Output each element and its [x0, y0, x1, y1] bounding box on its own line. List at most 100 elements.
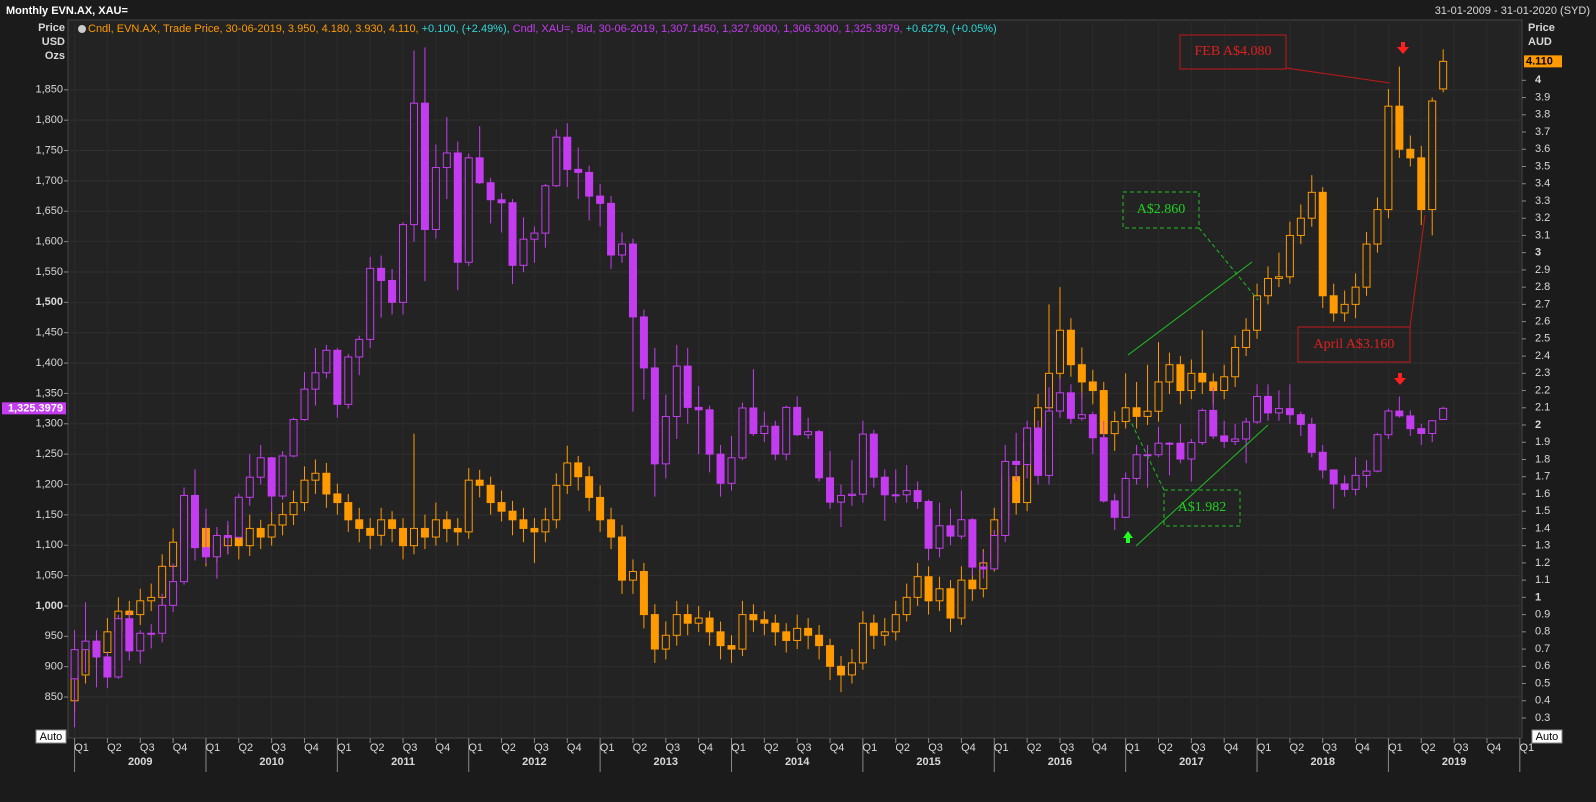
candle-body: [1285, 408, 1294, 416]
candle-body: [836, 494, 845, 503]
candle-body: [442, 152, 451, 169]
x-tick-label: Q2: [1290, 742, 1305, 754]
candle-body: [782, 631, 791, 641]
candle-body: [1209, 409, 1218, 437]
annotation-line: [1198, 227, 1259, 301]
x-tick-label: Q2: [238, 742, 253, 754]
candle-body: [355, 519, 364, 529]
last-value-box: [1524, 55, 1562, 68]
candle-body: [201, 547, 210, 558]
candle-body: [902, 490, 911, 496]
candle-body: [344, 356, 353, 405]
candle-body: [1340, 303, 1349, 314]
candle-body: [267, 524, 276, 538]
candle-body: [705, 409, 714, 455]
x-tick-label: Q4: [304, 742, 319, 754]
y2-tick-label: 3.3: [1535, 195, 1550, 207]
candle-body: [1242, 421, 1251, 440]
y2-tick-label: 0.4: [1535, 695, 1550, 707]
y-tick-label: 1,250: [35, 448, 63, 460]
candle-body: [278, 514, 287, 526]
auto-button[interactable]: Auto: [1531, 729, 1563, 744]
x-tick-label: Q2: [1421, 742, 1436, 754]
annotation: April A$3.160: [1314, 337, 1395, 352]
y2-tick-label: 2.1: [1535, 402, 1550, 414]
y-tick-label: 900: [45, 661, 63, 673]
x-tick-label: Q4: [567, 742, 582, 754]
y-tick-label: 1,350: [35, 387, 63, 399]
candle-body: [234, 496, 243, 538]
candle-body: [1165, 442, 1174, 445]
candles: [70, 47, 1448, 728]
y-tick-label: 1,650: [35, 205, 63, 217]
year-label: 2019: [1442, 756, 1466, 768]
candle-body: [1406, 415, 1415, 430]
x-tick-label: Q2: [764, 742, 779, 754]
y2-tick-label: 0.8: [1535, 626, 1550, 638]
candle-body: [191, 494, 200, 549]
candle-body: [180, 494, 189, 583]
y-tick-label: 1,150: [35, 509, 63, 521]
candle-body: [311, 472, 320, 481]
candle-body: [924, 576, 933, 602]
y-tick-label: 1,300: [35, 418, 63, 430]
candle-body: [70, 649, 79, 680]
candle-body: [1253, 395, 1262, 423]
x-tick-label: Q3: [665, 742, 680, 754]
annotation: A$1.982: [1178, 500, 1227, 515]
y2-tick-label: 0.5: [1535, 677, 1550, 689]
candle-body: [1274, 276, 1283, 280]
x-tick-label: Q2: [1158, 742, 1173, 754]
candle-body: [1187, 442, 1196, 460]
candle-body: [738, 407, 747, 459]
candle-body: [1253, 295, 1262, 331]
candle-body: [136, 600, 145, 616]
candle-body: [464, 157, 473, 263]
date-range: 31-01-2009 - 31-01-2020 (SYD): [1435, 5, 1590, 17]
y-tick-label: 1,850: [35, 84, 63, 96]
candle-body: [1406, 148, 1415, 159]
x-tick-label: Q4: [173, 742, 188, 754]
candle-body: [420, 527, 429, 538]
candle-body: [826, 477, 835, 503]
candle-body: [628, 243, 637, 318]
candle-body: [1351, 286, 1360, 305]
y2-tick-label: 1.4: [1535, 522, 1550, 534]
annotation-box: [1179, 34, 1287, 70]
candle-body: [1384, 410, 1393, 436]
candle-body: [727, 457, 736, 484]
candle-body: [1121, 407, 1130, 423]
candle-body: [771, 622, 780, 633]
candle-body: [1023, 427, 1032, 465]
y-axis-title: USD: [42, 36, 65, 48]
auto-button[interactable]: Auto: [35, 729, 67, 744]
candle-body: [552, 136, 561, 187]
candle-body: [913, 576, 922, 598]
candle-body: [453, 152, 462, 263]
candle-body: [169, 581, 178, 606]
x-tick-label: Q4: [436, 742, 451, 754]
candle-body: [858, 433, 867, 495]
candle-body: [946, 525, 955, 537]
candle-body: [1198, 372, 1207, 383]
candle-body: [322, 349, 331, 374]
x-tick-label: Q4: [698, 742, 713, 754]
candle-body: [716, 453, 725, 484]
y2-tick-label: 2.2: [1535, 384, 1550, 396]
candle-body: [716, 631, 725, 647]
down-arrow: [1397, 42, 1409, 54]
candle-body: [1373, 434, 1382, 472]
x-tick-label: Q3: [797, 742, 812, 754]
y-tick-label: 1,400: [35, 357, 63, 369]
candle-body: [409, 102, 418, 226]
candle-body: [990, 535, 999, 570]
candle-body: [596, 195, 605, 204]
candle-body: [946, 588, 955, 619]
candle-body: [114, 618, 123, 678]
year-label: 2015: [916, 756, 940, 768]
candle-body: [442, 519, 451, 529]
candle-body: [563, 136, 572, 170]
candle-body: [880, 476, 889, 496]
candle-body: [1012, 460, 1021, 465]
annotation-box: [1297, 326, 1411, 363]
